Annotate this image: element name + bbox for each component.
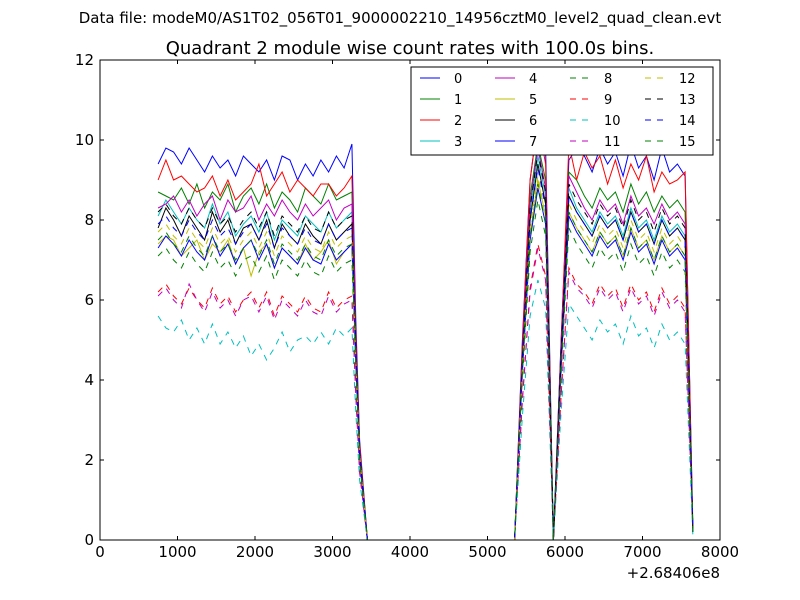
series-line-8 — [157, 199, 694, 541]
legend-label-3: 3 — [454, 135, 462, 150]
series-line-6 — [157, 163, 694, 541]
x-tick-label: 4000 — [391, 543, 429, 561]
legend-label-11: 11 — [604, 135, 621, 150]
legend-label-10: 10 — [604, 114, 621, 129]
y-tick-label: 6 — [84, 291, 94, 309]
x-tick-label: 0 — [95, 543, 105, 561]
chart-title: Quadrant 2 module wise count rates with … — [166, 38, 655, 59]
x-tick-label: 1000 — [158, 543, 196, 561]
x-tick-label: 3000 — [313, 543, 351, 561]
legend-label-8: 8 — [604, 72, 612, 87]
x-tick-label: 5000 — [468, 543, 506, 561]
series-line-12 — [157, 175, 694, 541]
series-line-14 — [157, 167, 694, 541]
series-line-7 — [157, 187, 694, 541]
series-line-0 — [157, 119, 694, 541]
x-tick-label: 8000 — [701, 543, 739, 561]
legend-label-5: 5 — [529, 93, 537, 108]
y-tick-label: 0 — [84, 531, 94, 549]
series-line-10 — [157, 279, 694, 541]
legend-label-14: 14 — [679, 114, 696, 129]
legend-label-4: 4 — [529, 72, 537, 87]
y-tick-label: 8 — [84, 211, 94, 229]
y-tick-label: 10 — [75, 131, 94, 149]
x-tick-label: 6000 — [546, 543, 584, 561]
series-layer — [157, 119, 694, 541]
legend-label-15: 15 — [679, 135, 696, 150]
y-tick-label: 12 — [75, 51, 94, 69]
x-axis: 0 1000 2000 3000 4000 5000 6000 7000 8000 — [95, 60, 739, 561]
series-line-9 — [157, 243, 694, 541]
legend-label-9: 9 — [604, 93, 612, 108]
y-tick-label: 2 — [84, 451, 94, 469]
series-line-15 — [157, 183, 694, 541]
legend-label-1: 1 — [454, 93, 462, 108]
figure-suptitle: Data file: modeM0/AS1T02_056T01_90000022… — [79, 9, 722, 28]
legend-label-7: 7 — [529, 135, 537, 150]
legend-label-12: 12 — [679, 72, 696, 87]
y-tick-label: 4 — [84, 371, 94, 389]
legend-label-2: 2 — [454, 114, 462, 129]
series-line-5 — [157, 179, 694, 541]
legend-label-6: 6 — [529, 114, 537, 129]
series-line-3 — [157, 155, 694, 541]
x-tick-label: 2000 — [236, 543, 274, 561]
legend-label-0: 0 — [454, 72, 462, 87]
series-line-2 — [157, 119, 694, 541]
legend-label-13: 13 — [679, 93, 696, 108]
series-line-11 — [157, 247, 694, 541]
series-line-1 — [157, 143, 694, 541]
legend-frame — [410, 66, 714, 156]
x-tick-label: 7000 — [623, 543, 661, 561]
x-offset-label: +2.68406e8 — [627, 564, 720, 582]
